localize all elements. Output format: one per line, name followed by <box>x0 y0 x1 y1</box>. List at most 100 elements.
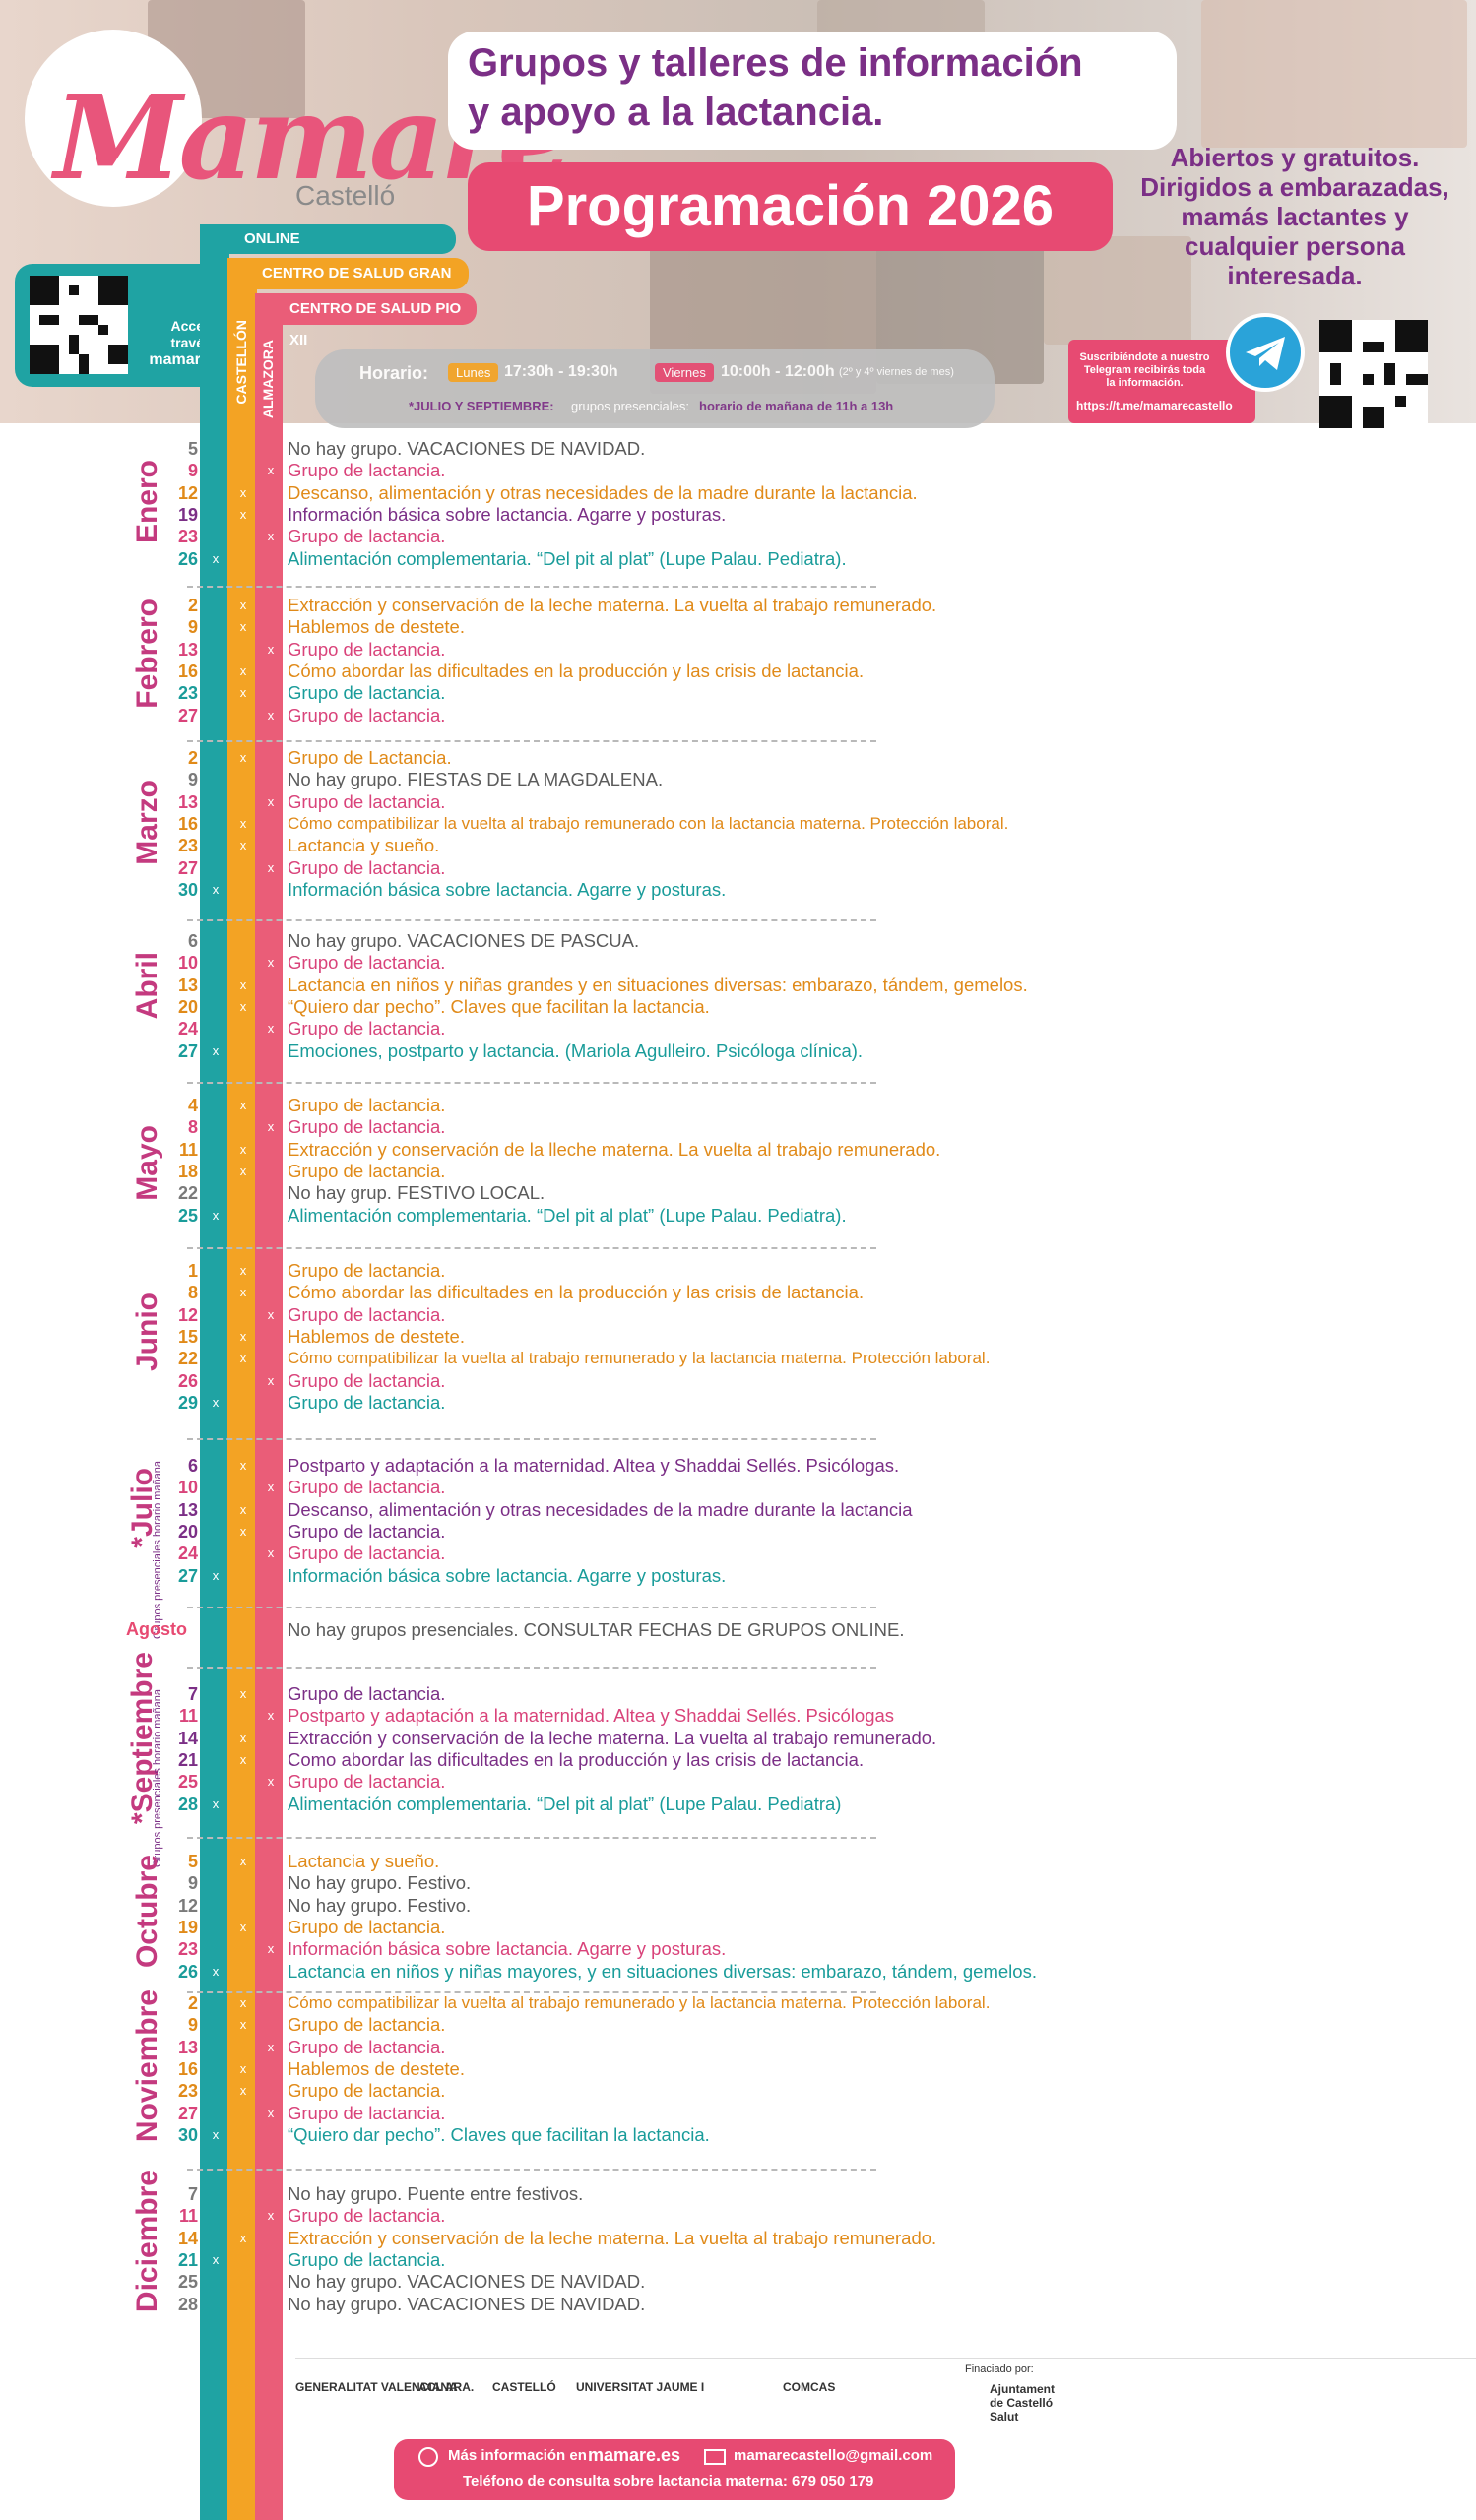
column-mark: x <box>239 1285 247 1300</box>
program-title: Programación 2026 <box>526 174 1055 238</box>
schedule-entry: Grupo de lactancia. <box>288 526 446 547</box>
castellon-column <box>227 258 257 2520</box>
day-number: 22 <box>177 1349 198 1369</box>
schedule-entry: Extracción y conservación de la leche ma… <box>288 2227 937 2248</box>
logo-subtitle: Castelló <box>295 180 396 211</box>
column-mark: x <box>239 1854 247 1868</box>
day-number: 19 <box>177 1917 198 1937</box>
day-number: 20 <box>177 996 198 1017</box>
month-separator <box>187 919 876 922</box>
schedule-entry: Alimentación complementaria. “Del pit al… <box>288 1204 847 1226</box>
almazora-column <box>255 295 283 2520</box>
day-number: 14 <box>177 1728 198 1748</box>
contact-panel: Más información en mamare.es mamarecaste… <box>394 2439 955 2500</box>
schedule-entry: Grupo de lactancia. <box>288 2205 446 2227</box>
schedule-entry: Extracción y conservación de la leche ma… <box>288 595 937 615</box>
column-mark: x <box>239 2017 247 2033</box>
column-mark: x <box>239 619 247 635</box>
column-mark: x <box>267 1941 275 1957</box>
qr-code-icon[interactable] <box>30 276 128 374</box>
schedule-entry: Grupo de lactancia. <box>288 2080 446 2102</box>
schedule-entry: No hay grupo. VACACIONES DE NAVIDAD. <box>288 2271 646 2293</box>
horario-label: Horario: <box>359 363 429 383</box>
day-number: 6 <box>187 1456 198 1476</box>
day-number: 13 <box>177 1499 198 1520</box>
day-number: 9 <box>187 770 198 790</box>
column-mark: x <box>239 484 247 500</box>
column-mark: x <box>267 641 275 657</box>
day-number: 8 <box>187 1117 198 1138</box>
day-number: 24 <box>177 1544 198 1564</box>
almazora-tab: CENTRO DE SALUD PIO XII <box>255 293 477 348</box>
more-info-web[interactable]: mamare.es <box>588 2445 681 2465</box>
financed-label: Finaciado por: <box>965 2363 1034 2375</box>
schedule-entry: Grupo de lactancia. <box>288 1160 446 1181</box>
day-number: 4 <box>187 1096 198 1115</box>
column-mark: x <box>212 550 220 566</box>
telegram-qr-icon[interactable] <box>1319 320 1428 428</box>
day-number: 10 <box>177 953 198 974</box>
viernes-badge: Viernes <box>655 363 714 382</box>
day-number: 30 <box>177 879 198 900</box>
day-number: 29 <box>177 1392 198 1413</box>
schedule-entry: Grupo de lactancia. <box>288 2102 446 2123</box>
day-number: 16 <box>177 661 198 681</box>
column-mark: x <box>239 1328 247 1344</box>
column-mark: x <box>239 1919 247 1934</box>
day-number: 28 <box>177 1794 198 1814</box>
schedule-entry: Grupo de lactancia. <box>288 460 446 481</box>
day-number: 21 <box>177 1749 198 1770</box>
schedule-entry: No hay grupo. VACACIONES DE NAVIDAD. <box>288 438 646 459</box>
schedule-entry: “Quiero dar pecho”. Claves que facilitan… <box>288 2123 710 2145</box>
day-number: 18 <box>177 1161 198 1181</box>
day-number: 16 <box>177 813 198 834</box>
column-mark: x <box>267 1774 275 1790</box>
column-mark: x <box>267 529 275 544</box>
schedule-entry: Grupo de lactancia. <box>288 2248 446 2270</box>
telegram-icon[interactable] <box>1226 313 1305 392</box>
schedule-entry: Grupo de lactancia. <box>288 790 446 812</box>
day-number: 26 <box>177 1961 198 1982</box>
day-number: 9 <box>187 2015 198 2036</box>
day-number: 24 <box>177 1019 198 1040</box>
month-separator <box>187 1666 876 1669</box>
schedule-entry: Alimentación complementaria. “Del pit al… <box>288 547 847 569</box>
month-separator <box>187 1082 876 1085</box>
month-separator <box>187 1438 876 1441</box>
telegram-panel[interactable]: Suscribiéndote a nuestro Telegram recibi… <box>1068 340 1255 423</box>
column-mark: x <box>212 1796 220 1811</box>
column-mark: x <box>267 1545 275 1561</box>
day-number: 21 <box>177 2249 198 2270</box>
column-mark: x <box>267 1021 275 1037</box>
photo <box>1044 236 1191 345</box>
photo <box>1201 0 1467 148</box>
online-tab: ONLINE <box>200 224 456 254</box>
day-number: 30 <box>177 2124 198 2145</box>
schedule-entry: No hay grupo. FIESTAS DE LA MAGDALENA. <box>288 769 664 790</box>
schedule-entry: Cómo compatibilizar la vuelta al trabajo… <box>288 813 1009 833</box>
sponsor-logo: UNIVERSITAT JAUME I <box>576 2380 705 2394</box>
schedule-entry: Cómo abordar las dificultades en la prod… <box>288 660 865 681</box>
telegram-link[interactable]: https://t.me/mamarecastello <box>1076 399 1233 412</box>
sponsor-logo: ACI. ARA. <box>418 2380 475 2394</box>
column-mark: x <box>239 750 247 765</box>
column-mark: x <box>239 2083 247 2099</box>
day-number: 9 <box>187 1873 198 1894</box>
day-number: 27 <box>177 2103 198 2123</box>
column-mark: x <box>212 1042 220 1058</box>
schedule-entry: Grupo de lactancia. <box>288 1303 446 1325</box>
day-number: 25 <box>177 1205 198 1226</box>
column-mark: x <box>267 707 275 723</box>
day-number: 23 <box>177 527 198 547</box>
day-number: 27 <box>177 857 198 878</box>
contact-email[interactable]: mamarecastello@gmail.com <box>734 2447 933 2464</box>
schedule-hours-box: Horario: Lunes 17:30h - 19:30h Viernes 1… <box>315 349 995 428</box>
day-number: 28 <box>177 2294 198 2314</box>
column-mark: x <box>267 463 275 478</box>
day-number: 11 <box>178 2206 198 2227</box>
viernes-time: 10:00h - 12:00h <box>721 363 835 380</box>
day-number: 26 <box>177 548 198 569</box>
column-mark: x <box>239 1458 247 1473</box>
day-number: 7 <box>187 1684 198 1704</box>
schedule-entry: Grupo de lactancia. <box>288 1771 446 1793</box>
